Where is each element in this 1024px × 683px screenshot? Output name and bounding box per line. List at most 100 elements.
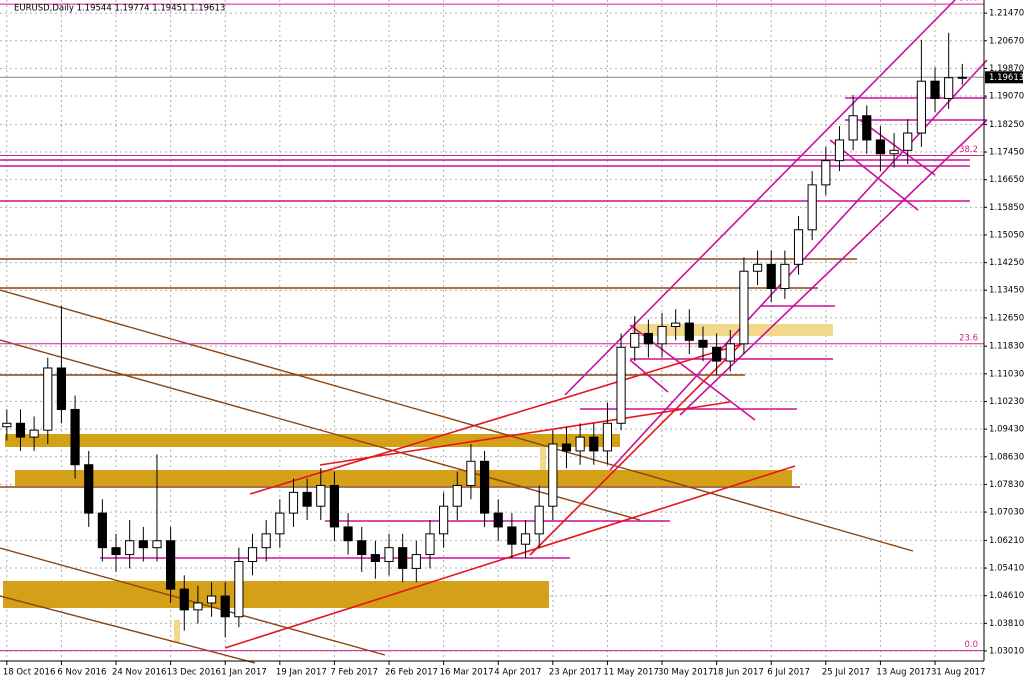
y-tick-label: 1.06210 <box>989 536 1024 546</box>
zone <box>174 620 180 642</box>
candle-body <box>234 560 244 618</box>
grid <box>0 0 984 661</box>
zone <box>5 434 620 447</box>
candle-body <box>84 464 94 514</box>
y-tick-label: 1.11030 <box>989 369 1024 379</box>
candle-body <box>125 540 135 556</box>
x-tick-label: 18 Oct 2016 <box>3 668 56 678</box>
candle-body <box>875 139 886 155</box>
candle-body <box>439 505 449 535</box>
candle-body <box>2 422 12 428</box>
candle-body <box>411 554 421 569</box>
candle-body <box>643 332 653 345</box>
candle-body <box>111 547 121 556</box>
candle-body <box>329 484 340 528</box>
x-tick-label: 13 Dec 2016 <box>167 668 221 678</box>
zone <box>15 470 792 486</box>
candle-body <box>15 422 26 438</box>
y-tick-label: 1.16650 <box>989 175 1024 185</box>
channel-line <box>829 139 919 211</box>
x-tick-label: 6 Jul 2017 <box>767 668 810 678</box>
trend-line <box>0 339 641 521</box>
candle-body <box>752 263 763 272</box>
x-tick-label: 4 Apr 2017 <box>494 668 541 678</box>
channel-line <box>629 359 669 393</box>
x-tick-label: 25 Jul 2017 <box>822 668 870 678</box>
candle-body <box>862 115 872 141</box>
zone <box>3 581 549 608</box>
candle-body <box>452 484 462 507</box>
x-tick-label: 26 Feb 2017 <box>385 668 438 678</box>
candle-body <box>725 343 735 362</box>
channel-line <box>679 119 988 416</box>
candle-body <box>343 526 353 542</box>
axes: 1.21470 1.20670 1.19870 1.19070 1.18250 1.174… <box>3 9 1024 678</box>
fib-label: 23.6 <box>959 333 978 343</box>
x-tick-label: 6 Nov 2016 <box>57 668 106 678</box>
candle-body <box>152 540 162 549</box>
candle-body <box>548 443 558 507</box>
x-tick-label: 19 Jan 2017 <box>276 668 327 678</box>
candle-body <box>247 547 258 562</box>
candle-body <box>56 367 67 410</box>
y-tick-label: 1.11830 <box>989 342 1024 352</box>
candle-body <box>193 602 203 611</box>
candle-body <box>43 367 53 431</box>
y-tick-label: 1.12650 <box>989 313 1024 323</box>
x-tick-label: 7 Feb 2017 <box>330 668 378 678</box>
candle-body <box>398 547 408 569</box>
trend-line <box>0 289 914 552</box>
fib-label: 38.2 <box>959 145 978 155</box>
drawings <box>0 0 988 664</box>
candle-body <box>657 326 667 345</box>
candle-body <box>602 422 613 452</box>
y-tick-label: 1.17450 <box>989 148 1024 158</box>
x-tick-label: 31 Aug 2017 <box>931 668 985 678</box>
y-tick-label: 1.10230 <box>989 397 1024 407</box>
x-tick-label: 11 May 2017 <box>603 668 658 678</box>
candle-body <box>370 554 380 562</box>
candle-body <box>534 505 544 535</box>
candle-body <box>493 512 503 528</box>
candles <box>2 32 967 638</box>
candle-body <box>589 436 599 452</box>
candle-body <box>793 229 804 265</box>
trend-line <box>0 595 256 664</box>
candle-body <box>97 512 107 549</box>
candle-body <box>466 460 476 486</box>
candle-body <box>575 436 585 452</box>
y-tick-label: 1.14250 <box>989 258 1024 268</box>
candle-body <box>903 132 913 151</box>
candle-body <box>698 339 708 348</box>
y-tick-label: 1.04610 <box>989 591 1024 601</box>
candle-body <box>630 332 640 348</box>
candle-body <box>916 80 926 134</box>
fib-levels: 50.0 38.2 23.6 0.0 <box>0 0 984 652</box>
y-tick-label: 1.09430 <box>989 425 1024 435</box>
zone <box>540 447 546 470</box>
zone <box>632 324 833 336</box>
price-tag-label: 1.19613 <box>989 73 1024 83</box>
candle-body <box>561 443 572 452</box>
candle-body <box>889 149 899 155</box>
candle-body <box>848 115 858 141</box>
y-tick-label: 1.15850 <box>989 203 1024 213</box>
candle-body <box>316 484 326 507</box>
trend-line <box>0 547 386 656</box>
candle-body <box>479 460 490 514</box>
candle-body <box>179 588 189 611</box>
trend-line <box>249 342 746 495</box>
trend-line <box>224 465 796 649</box>
candle-body <box>957 76 967 79</box>
candle-body <box>220 595 230 618</box>
candle-body <box>739 270 749 345</box>
candle-body <box>944 77 954 99</box>
candle-body <box>384 547 394 562</box>
candle-body <box>288 491 299 514</box>
x-tick-label: 1 Jan 2017 <box>221 668 267 678</box>
x-tick-label: 18 Jun 2017 <box>713 668 764 678</box>
channel-line <box>564 0 956 396</box>
candle-body <box>29 429 39 438</box>
